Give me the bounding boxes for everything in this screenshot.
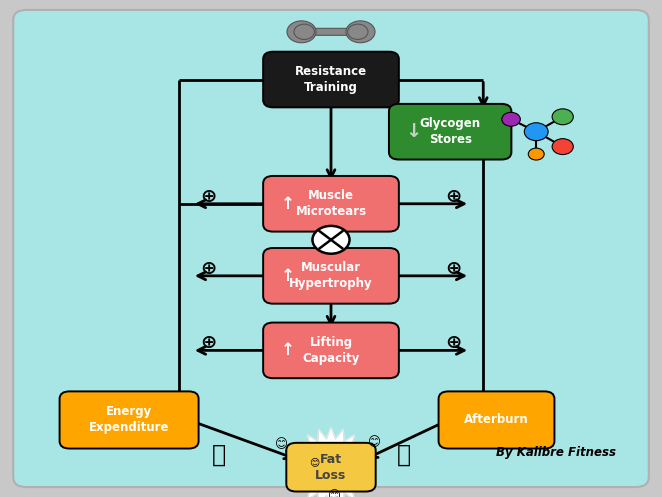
- Text: ↓: ↓: [405, 122, 422, 141]
- Text: Afterburn: Afterburn: [464, 414, 529, 426]
- Circle shape: [524, 123, 548, 141]
- Text: ⊕: ⊕: [446, 187, 461, 206]
- Text: By Kalibre Fitness: By Kalibre Fitness: [496, 446, 616, 459]
- Circle shape: [346, 21, 375, 43]
- Text: ↑: ↑: [281, 195, 295, 213]
- FancyBboxPatch shape: [389, 104, 511, 160]
- Text: ⊕: ⊕: [201, 333, 216, 352]
- Text: 🔥: 🔥: [211, 443, 226, 467]
- Text: Muscular
Hypertrophy: Muscular Hypertrophy: [289, 261, 373, 290]
- Text: Muscle
Microtears: Muscle Microtears: [295, 189, 367, 218]
- Text: ⊕: ⊕: [446, 333, 461, 352]
- Circle shape: [294, 24, 314, 39]
- Text: 😊: 😊: [367, 436, 381, 449]
- Circle shape: [312, 226, 350, 253]
- Text: 🔥: 🔥: [397, 443, 411, 467]
- Circle shape: [528, 148, 544, 160]
- Text: 😊: 😊: [309, 457, 320, 467]
- Text: 😊: 😊: [275, 438, 288, 451]
- FancyBboxPatch shape: [263, 248, 399, 304]
- Circle shape: [348, 24, 368, 39]
- FancyBboxPatch shape: [307, 28, 355, 35]
- FancyBboxPatch shape: [263, 52, 399, 107]
- Circle shape: [502, 112, 520, 126]
- FancyBboxPatch shape: [263, 176, 399, 232]
- Circle shape: [287, 21, 316, 43]
- FancyBboxPatch shape: [263, 323, 399, 378]
- Text: Fat
Loss: Fat Loss: [315, 453, 347, 482]
- Text: Resistance
Training: Resistance Training: [295, 65, 367, 94]
- Polygon shape: [291, 427, 371, 497]
- FancyBboxPatch shape: [438, 392, 554, 448]
- Text: ↑: ↑: [281, 341, 295, 359]
- Text: ⊕: ⊕: [446, 259, 461, 278]
- Text: ↑: ↑: [281, 267, 295, 285]
- Circle shape: [552, 109, 573, 125]
- FancyBboxPatch shape: [60, 392, 199, 448]
- Text: 😊: 😊: [328, 491, 341, 497]
- Text: Glycogen
Stores: Glycogen Stores: [420, 117, 481, 146]
- Circle shape: [552, 139, 573, 155]
- FancyBboxPatch shape: [286, 443, 376, 492]
- Text: Lifting
Capacity: Lifting Capacity: [303, 336, 359, 365]
- Text: ⊕: ⊕: [201, 187, 216, 206]
- Text: ⊕: ⊕: [201, 259, 216, 278]
- Text: Energy
Expenditure: Energy Expenditure: [89, 406, 169, 434]
